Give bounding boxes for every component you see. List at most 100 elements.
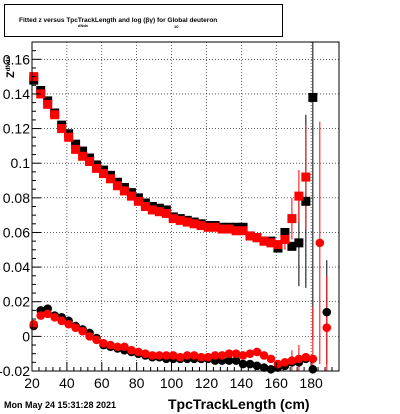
data-point [217, 351, 227, 360]
y-axis-label: ZdNdx [5, 56, 17, 78]
data-point [112, 181, 122, 191]
data-point [294, 238, 304, 248]
plot-frame [31, 41, 340, 372]
data-point [308, 92, 318, 102]
data-point [224, 356, 234, 365]
y-tick-label: 0.16 [3, 51, 30, 67]
data-point [50, 313, 59, 322]
axis-tick-labels: 20 40 60 80 100 120 140 160 180 -0.02 0 0.02 0.04 0.0… [0, 51, 323, 391]
data-point [162, 351, 171, 360]
data-point [308, 364, 318, 374]
data-point [147, 205, 157, 215]
x-tick-label: 80 [129, 375, 145, 391]
data-point [43, 99, 53, 109]
data-point [280, 358, 290, 367]
data-point [231, 349, 241, 358]
data-point [203, 352, 213, 362]
title-subscript-log: 10 [174, 24, 179, 29]
data-point [57, 316, 66, 326]
data-point [161, 208, 171, 218]
data-point [280, 234, 290, 244]
y-tick-label: 0.06 [3, 224, 30, 240]
data-point [71, 139, 81, 149]
data-point [154, 207, 164, 217]
data-point [168, 351, 178, 360]
data-point [301, 196, 311, 206]
data-point [85, 332, 94, 341]
data-point [308, 354, 318, 364]
y-tick-label: 0.08 [3, 190, 30, 206]
data-point [231, 356, 241, 365]
data-point [127, 345, 136, 355]
data-point [287, 214, 297, 224]
data-point [259, 236, 269, 246]
data-point [217, 224, 227, 234]
data-point [245, 349, 255, 358]
grid-lines [31, 42, 339, 372]
data-point [168, 214, 178, 224]
data-point [252, 233, 262, 243]
y-tick-label: 0 [22, 328, 30, 344]
data-point [50, 110, 60, 120]
data-point [78, 326, 87, 336]
data-point [113, 342, 122, 352]
data-point [231, 226, 241, 236]
data-point [78, 146, 88, 156]
data-point [266, 238, 276, 248]
data-point [273, 240, 283, 250]
data-point [294, 354, 304, 364]
data-point [252, 347, 262, 357]
data-point [43, 309, 52, 319]
data-point [287, 356, 297, 365]
data-point [119, 186, 129, 196]
data-point [301, 352, 311, 362]
error-bars [284, 42, 328, 371]
data-point [245, 359, 255, 369]
data-point [189, 219, 199, 229]
axis-ticks [31, 41, 340, 372]
data-point [210, 222, 220, 232]
y-tick-label: 0.1 [11, 155, 31, 171]
x-tick-label: 20 [24, 375, 40, 391]
data-point [126, 191, 136, 201]
data-point [106, 340, 115, 350]
data-point [203, 222, 213, 232]
data-point [294, 191, 304, 201]
x-axis-label: TpcTrackLength (cm) [168, 396, 310, 412]
data-point [210, 351, 220, 360]
data-point [280, 227, 290, 237]
x-tick-label: 160 [265, 375, 289, 391]
title-subscript-z: dNdx [78, 23, 88, 28]
data-point [189, 351, 199, 360]
data-point [315, 238, 325, 248]
data-point [99, 338, 108, 348]
data-point [140, 202, 150, 211]
data-point [120, 342, 129, 352]
x-tick-label: 140 [230, 375, 254, 391]
data-point [245, 231, 255, 241]
data-point [64, 132, 74, 142]
chart-title-main: Fitted z versus TpcTrackLength and log (… [19, 17, 218, 24]
x-tick-label: 60 [94, 375, 110, 391]
data-point [141, 349, 150, 358]
chart-title-box: Fitted z versus TpcTrackLength and log (… [4, 4, 283, 37]
data-point [148, 351, 157, 360]
data-point [85, 156, 95, 166]
data-point [266, 354, 276, 364]
data-point [134, 347, 143, 357]
data-point [182, 217, 192, 227]
data-point [99, 169, 109, 179]
data-point [238, 226, 248, 236]
chart-title: Fitted z versus TpcTrackLength and log (… [19, 17, 217, 24]
data-point [64, 319, 73, 329]
data-point [78, 151, 88, 161]
data-point [224, 349, 234, 358]
data-point [92, 163, 102, 173]
data-markers [29, 72, 332, 374]
y-tick-label: 0.04 [3, 259, 30, 275]
data-point [71, 144, 81, 154]
data-point [36, 311, 46, 320]
data-point [224, 224, 234, 234]
y-tick-label: 0.02 [3, 294, 30, 310]
